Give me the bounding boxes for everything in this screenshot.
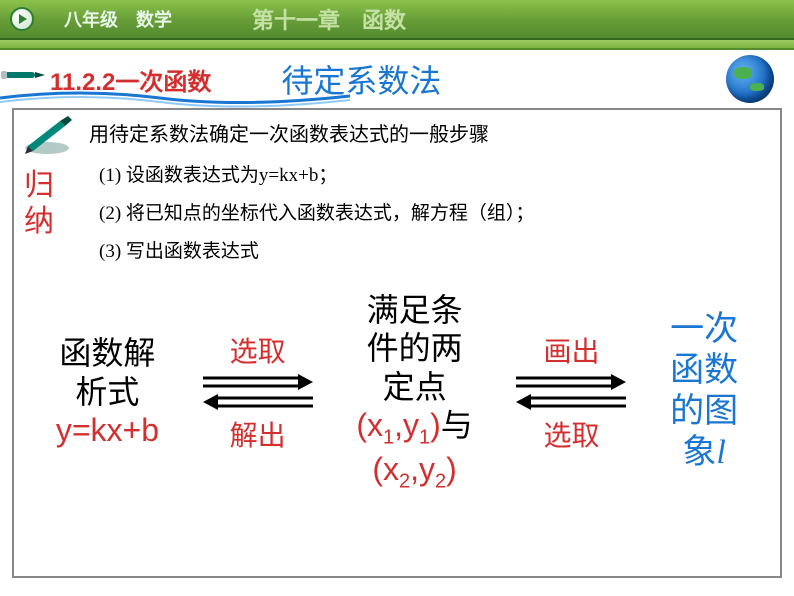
earth-icon bbox=[726, 55, 774, 103]
arrow1-bottom-label: 解出 bbox=[230, 414, 286, 454]
pen-icon bbox=[20, 116, 75, 156]
diagram: 函数解 析式 y=kx+b 选取 解出 满足条 件的两 定点 (x1,y1)与 bbox=[29, 291, 765, 493]
header-bar: 八年级 数学 第十一章 函数 bbox=[0, 0, 794, 40]
left-line1: 函数解 bbox=[56, 334, 159, 372]
arrow-right-icon bbox=[203, 374, 313, 390]
sub-bar bbox=[0, 40, 794, 50]
right-line1: 一次 bbox=[670, 310, 738, 351]
left-line2: 析式 bbox=[56, 373, 159, 411]
arrow-right-icon-2 bbox=[516, 374, 626, 390]
arrow2-bottom-label: 选取 bbox=[543, 414, 599, 454]
mid-points1: (x1,y1)与 bbox=[356, 406, 472, 449]
grade-label: 八年级 数学 bbox=[64, 6, 172, 32]
step-3: (3) 写出函数表达式 bbox=[99, 233, 765, 271]
arrow-group-1: 选取 解出 bbox=[203, 330, 313, 454]
right-line4: 象l bbox=[670, 433, 738, 474]
step-2: (2) 将已知点的坐标代入函数表达式，解方程（组）； bbox=[99, 195, 765, 233]
steps-list: (1) 设函数表达式为y=kx+b； (2) 将已知点的坐标代入函数表达式，解方… bbox=[99, 157, 765, 271]
arrow-left-icon bbox=[203, 394, 313, 410]
right-line2: 函数 bbox=[670, 351, 738, 392]
swoosh-decoration bbox=[0, 88, 350, 108]
left-eq: y=kx+b bbox=[56, 411, 159, 449]
arrow-group-2: 画出 选取 bbox=[516, 330, 626, 454]
chapter-label: 第十一章 函数 bbox=[252, 3, 406, 35]
mid-line1: 满足条 bbox=[356, 291, 472, 329]
block-mid: 满足条 件的两 定点 (x1,y1)与 (x2,y2) bbox=[356, 291, 472, 493]
guina-label: 归纳 bbox=[24, 168, 54, 240]
play-icon[interactable] bbox=[10, 7, 34, 31]
mid-points2: (x2,y2) bbox=[356, 450, 472, 493]
mid-line2: 件的两 bbox=[356, 329, 472, 367]
block-left: 函数解 析式 y=kx+b bbox=[56, 334, 159, 449]
content-box: 用待定系数法确定一次函数表达式的一般步骤 归纳 (1) 设函数表达式为y=kx+… bbox=[12, 108, 782, 578]
step-1: (1) 设函数表达式为y=kx+b； bbox=[99, 157, 765, 195]
arrow-left-icon-2 bbox=[516, 394, 626, 410]
guina-text: 归纳 bbox=[24, 169, 54, 238]
mid-line3: 定点 bbox=[356, 368, 472, 406]
arrow1-top-label: 选取 bbox=[230, 330, 286, 370]
arrow2-top-label: 画出 bbox=[543, 330, 599, 370]
intro-text: 用待定系数法确定一次函数表达式的一般步骤 bbox=[89, 118, 765, 147]
right-line3: 的图 bbox=[670, 392, 738, 433]
block-right: 一次 函数 的图 象l bbox=[670, 310, 738, 473]
